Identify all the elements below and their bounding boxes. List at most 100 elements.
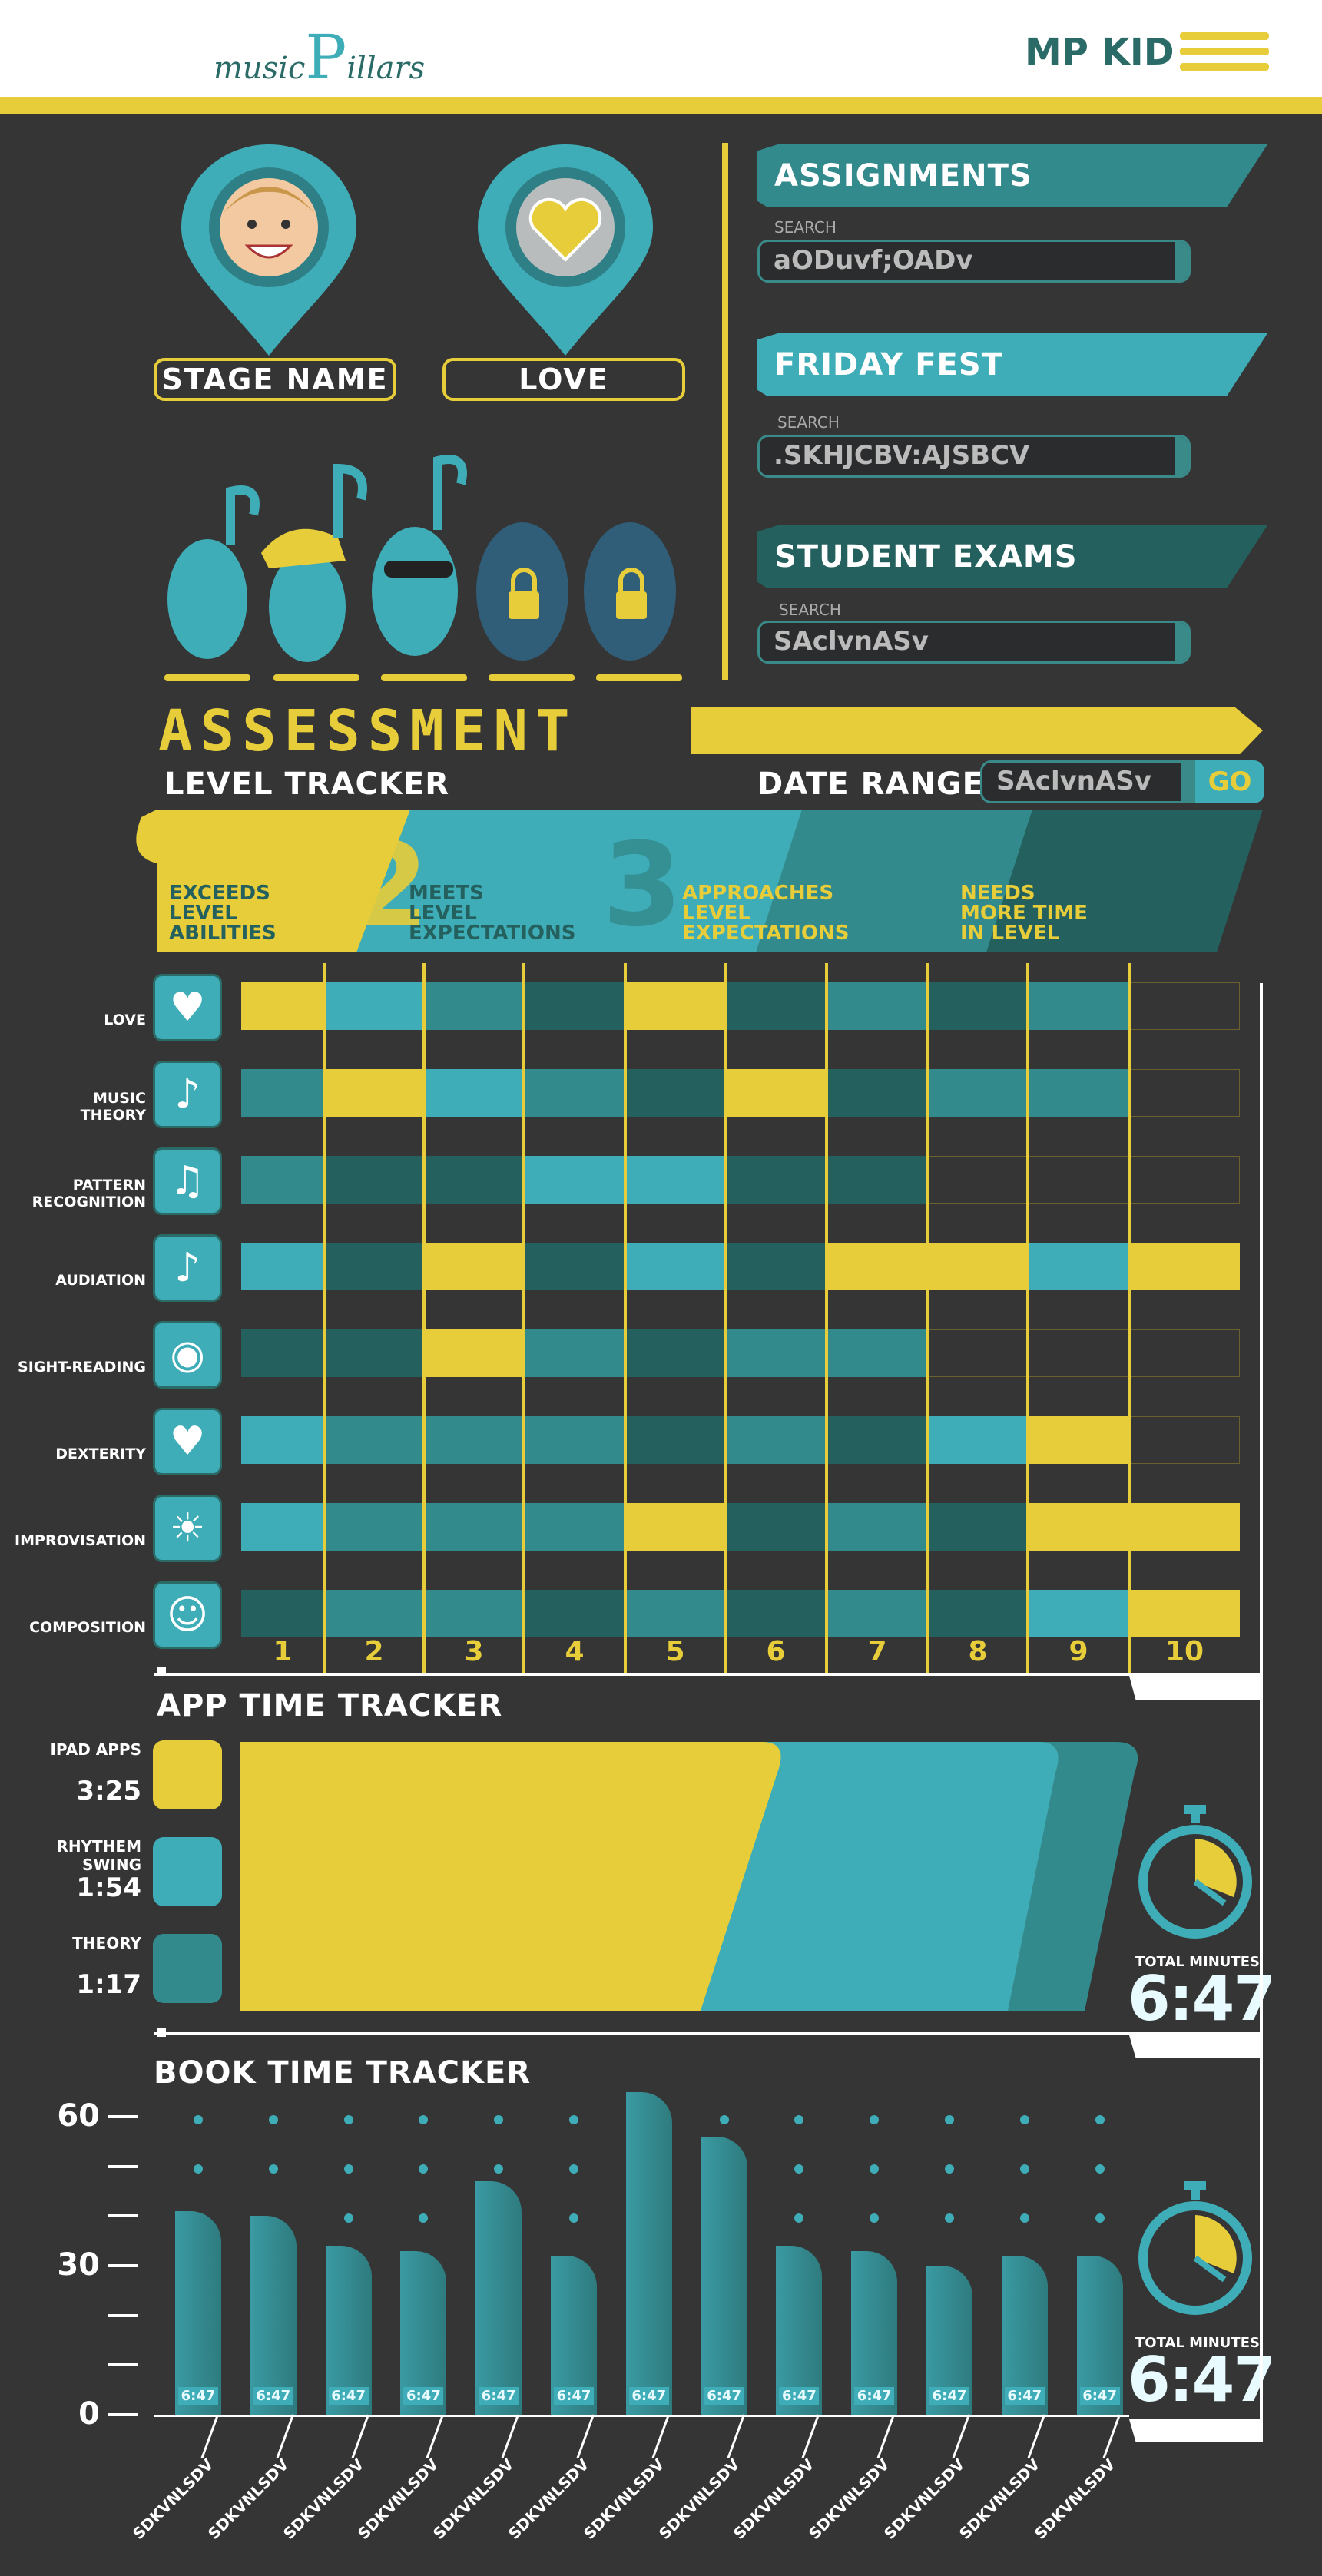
column-number: 5 [665, 1636, 685, 1667]
bar-data-label: 6:47 [779, 2387, 820, 2405]
bar[interactable] [175, 2210, 221, 2415]
music-pillars-logo[interactable]: musicPillars [214, 22, 425, 93]
assignments-search-input[interactable]: aODuvf;OADv [757, 240, 1191, 283]
level-cell [524, 1329, 625, 1377]
logo-text: music [214, 51, 306, 86]
x-tick-line [876, 2414, 896, 2458]
app-name: IPAD APPS [50, 1740, 141, 1759]
student-exams-banner[interactable]: STUDENT EXAMS [757, 525, 1267, 588]
level-cell [324, 1590, 424, 1637]
x-tick-line [351, 2414, 369, 2458]
y-tick-label: 30 [57, 2247, 100, 2283]
student-exams-search-input[interactable]: SAclvnASv [757, 621, 1191, 664]
column-divider [522, 963, 525, 1673]
bar[interactable] [250, 2216, 297, 2415]
bar-data-label: 6:47 [628, 2387, 669, 2405]
locked-character-5-icon [584, 522, 676, 661]
row-label: SIGHT-READING [0, 1359, 146, 1376]
bar[interactable] [776, 2246, 823, 2415]
level-cell [1129, 1156, 1240, 1204]
bar[interactable] [701, 2136, 747, 2415]
app-swatch[interactable] [153, 1934, 222, 2003]
page-title: MP KID [1025, 31, 1175, 74]
level-cell [424, 1503, 524, 1551]
level-cell [424, 1590, 524, 1637]
column-number: 3 [464, 1636, 484, 1667]
bar[interactable] [475, 2181, 522, 2415]
go-button[interactable]: GO [1195, 760, 1264, 803]
character-2-icon [261, 463, 367, 662]
grid-bottom-line [154, 1673, 1263, 1676]
y-tick [108, 2264, 138, 2267]
eye-icon[interactable]: ◉ [153, 1321, 222, 1389]
x-axis [154, 2415, 1129, 2417]
friday-fest-search-input[interactable]: .SKHJCBV:AJSBCV [757, 435, 1191, 478]
level-cell [625, 982, 725, 1030]
stopwatch-icon [1138, 1805, 1252, 1939]
y-tick [108, 2115, 138, 2118]
assessment-banner-bar [691, 707, 1263, 754]
row-label-line: LOVE [104, 1012, 146, 1028]
handshake-icon[interactable]: ♥ [153, 1408, 222, 1475]
friday-fest-banner[interactable]: FRIDAY FEST [757, 333, 1267, 396]
app-swatch[interactable] [153, 1837, 222, 1906]
character-3-icon [372, 455, 467, 656]
bar[interactable] [625, 2091, 672, 2415]
composer-icon[interactable]: ☺ [153, 1581, 222, 1649]
grid-dot [794, 2164, 804, 2174]
grid-dot [945, 2115, 954, 2124]
level-cell [1129, 1069, 1240, 1117]
row-label: LOVE [0, 1012, 146, 1028]
hamburger-icon[interactable] [1180, 32, 1269, 78]
y-tick [108, 2363, 138, 2367]
row-label-line: PATTERN [72, 1177, 146, 1194]
bar[interactable] [325, 2246, 372, 2415]
level-cell [1129, 1329, 1240, 1377]
level-cell [241, 1590, 324, 1637]
friday-fest-search-label: SEARCH [777, 413, 840, 432]
level-cell [1028, 1503, 1129, 1551]
x-tick-line [276, 2414, 294, 2458]
grid-dot [343, 2115, 353, 2124]
app-time: 1:54 [76, 1872, 141, 1903]
level-cell [1129, 1416, 1240, 1464]
app-time-tracker-title: APP TIME TRACKER [157, 1688, 503, 1723]
grid-dot [1095, 2115, 1105, 2124]
avatar[interactable] [177, 144, 361, 359]
logo-p: P [305, 22, 347, 93]
bar-data-label: 6:47 [178, 2387, 218, 2405]
grid-dot [343, 2213, 353, 2223]
level-cell [241, 1329, 324, 1377]
love-pin-icon[interactable] [473, 144, 658, 359]
row-label-line: COMPOSITION [29, 1619, 146, 1636]
thinking-note-icon[interactable]: ♪ [153, 1234, 222, 1302]
y-tick [108, 2413, 138, 2416]
grid-dot [343, 2164, 353, 2174]
love-label[interactable]: LOVE [442, 358, 685, 401]
student-exams-search-label: SEARCH [779, 601, 841, 619]
grid-dot [494, 2115, 504, 2124]
column-number: 7 [867, 1636, 887, 1667]
y-tick [108, 2214, 138, 2218]
heart-hands-icon[interactable]: ♥ [153, 974, 222, 1041]
music-note-icon[interactable]: ♪ [153, 1061, 222, 1128]
date-range-input[interactable]: SAclvnASv [980, 760, 1195, 803]
grid-dot [569, 2115, 578, 2124]
row-label: COMPOSITION [0, 1619, 146, 1636]
level-cell [241, 982, 324, 1030]
level-cell [928, 1069, 1028, 1117]
app-swatch[interactable] [153, 1740, 222, 1809]
app-time: 1:17 [76, 1969, 141, 2000]
assignments-banner[interactable]: ASSIGNMENTS [757, 144, 1267, 207]
level-cell [524, 1503, 625, 1551]
level-cell [324, 1503, 424, 1551]
lightbulb-icon[interactable]: ☀ [153, 1495, 222, 1562]
level-cell [324, 982, 424, 1030]
column-divider [422, 963, 426, 1673]
x-tick-line [801, 2414, 820, 2458]
vertical-divider [722, 143, 728, 680]
level-cell [241, 1243, 324, 1290]
bar-data-label: 6:47 [1004, 2387, 1045, 2405]
stage-name-label[interactable]: STAGE NAME [154, 358, 396, 401]
rhythm-notes-icon[interactable]: ♫ [153, 1147, 222, 1215]
